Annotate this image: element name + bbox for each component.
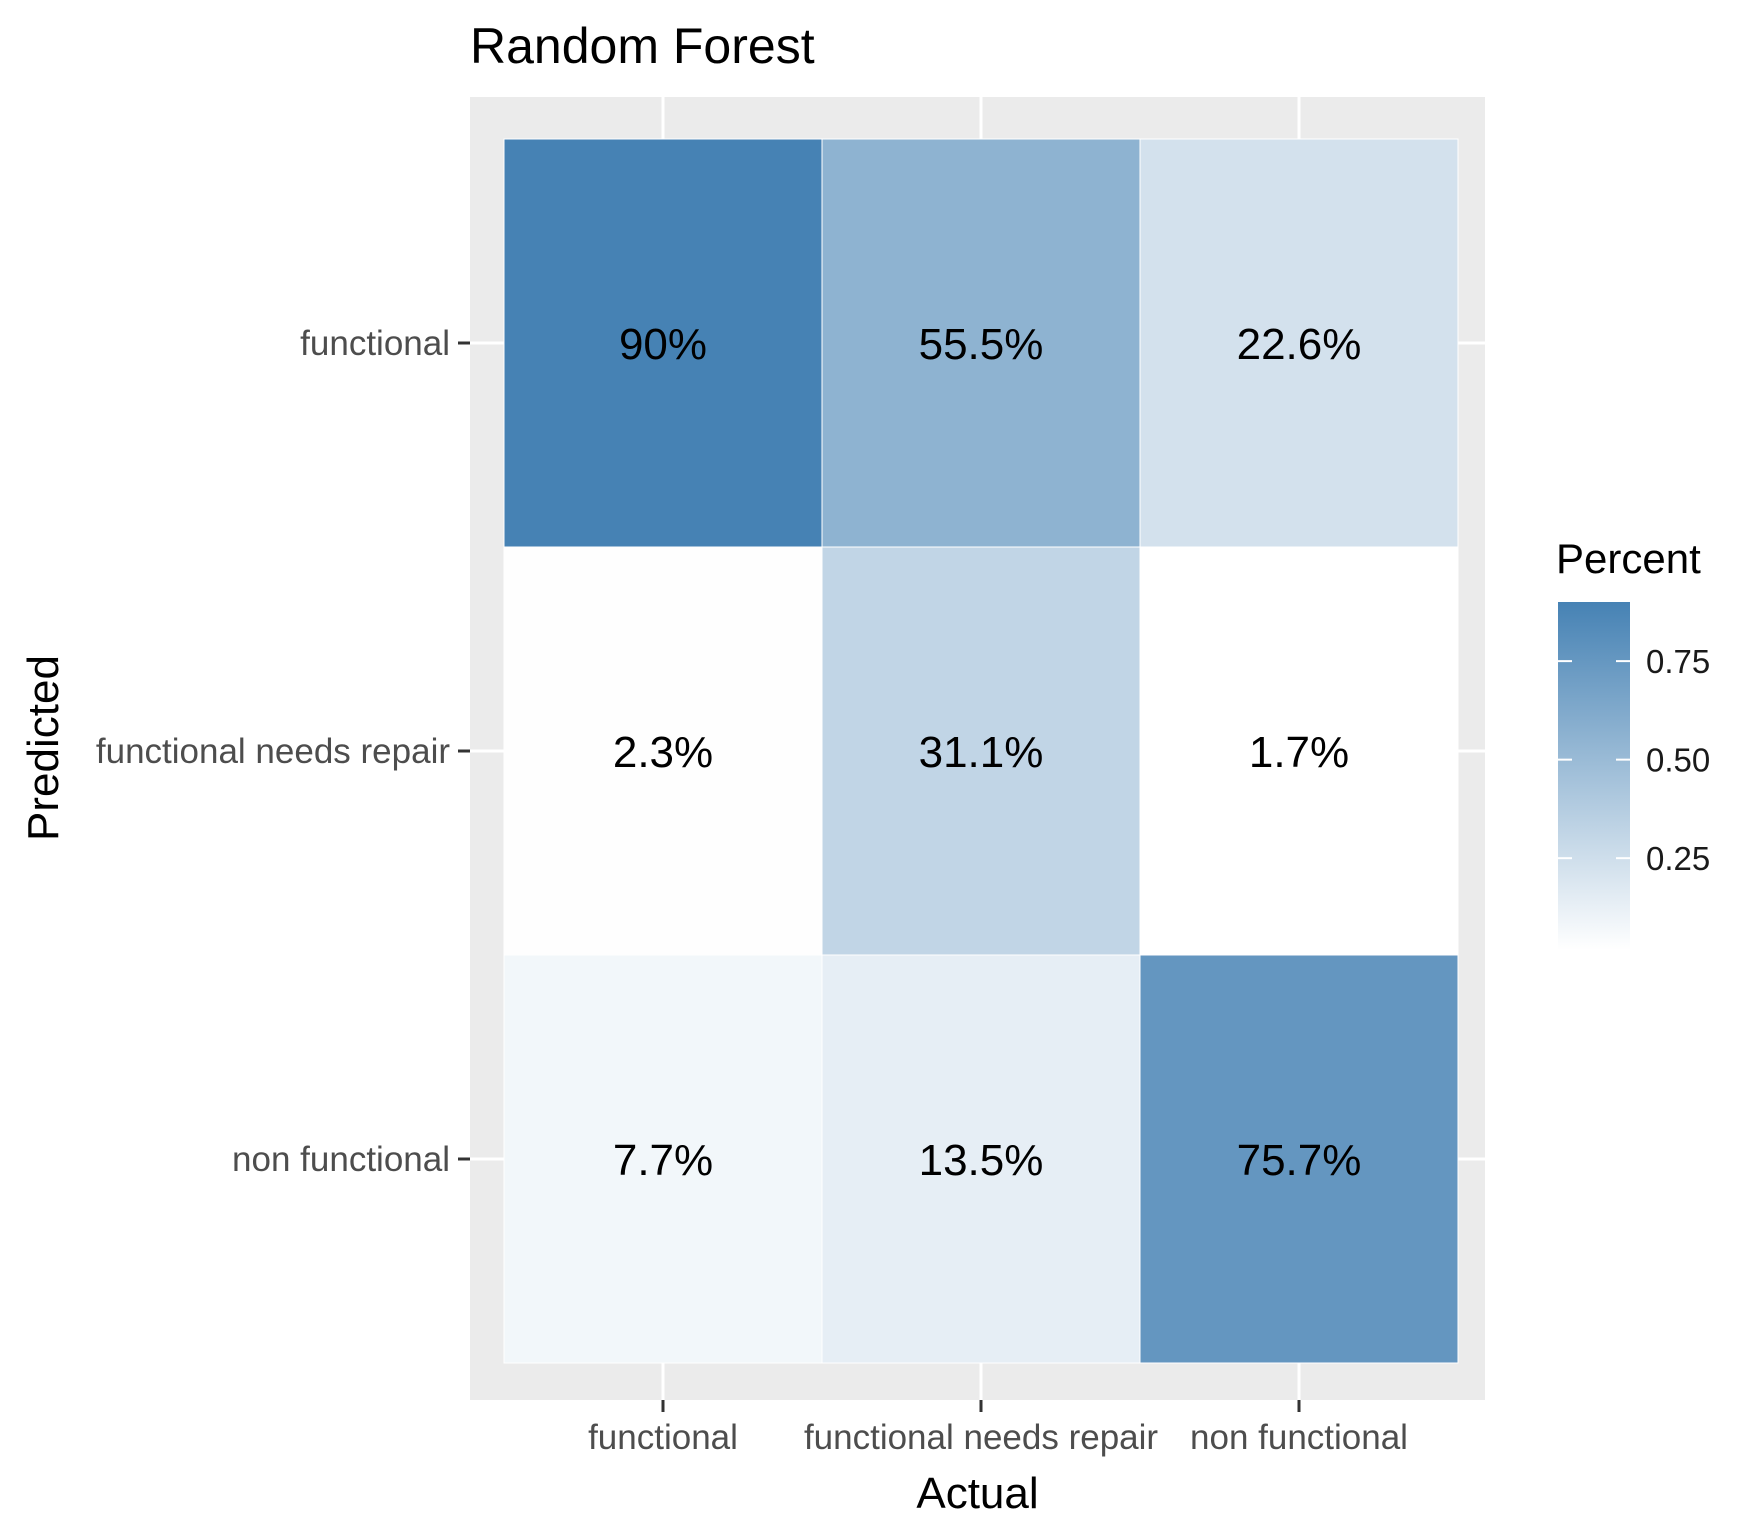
heatmap-cell: [1139, 546, 1459, 956]
cell-value-label: 31.1%: [919, 728, 1044, 777]
y-tick-label: functional: [300, 324, 450, 363]
x-axis: functional functional needs repair non fun…: [588, 1400, 1408, 1457]
cell-labels: 90% 55.5% 22.6% 2.3% 31.1% 1.7% 7.7% 13.5% 75.7%: [613, 320, 1362, 1185]
cell-value-label: 75.7%: [1237, 1136, 1362, 1185]
cell-value-label: 7.7%: [613, 1136, 713, 1185]
y-tick-label: non functional: [232, 1140, 450, 1179]
heatmap-cell: [1139, 138, 1459, 548]
x-axis-title: Actual: [916, 1469, 1038, 1518]
heatmap-cell: [1139, 954, 1459, 1364]
color-legend: Percent 0.25 0.50 0.75: [1556, 535, 1710, 950]
cell-value-label: 90%: [619, 320, 707, 369]
x-tick-label: functional: [588, 1418, 738, 1457]
legend-tick-label: 0.25: [1646, 840, 1710, 877]
heatmap-cell: [503, 546, 823, 956]
legend-ticks: 0.25 0.50 0.75: [1558, 643, 1710, 877]
cell-value-label: 13.5%: [919, 1136, 1044, 1185]
heatmap-cell: [821, 954, 1141, 1364]
x-tick-label: functional needs repair: [804, 1418, 1158, 1457]
cell-value-label: 1.7%: [1249, 728, 1349, 777]
cell-value-label: 2.3%: [613, 728, 713, 777]
legend-tick-label: 0.75: [1646, 643, 1710, 680]
cell-value-label: 55.5%: [919, 320, 1044, 369]
heatmap-cell: [503, 954, 823, 1364]
y-axis: functional functional needs repair non fun…: [96, 324, 470, 1179]
legend-colorbar: [1558, 602, 1630, 950]
legend-tick-label: 0.50: [1646, 742, 1710, 779]
x-tick-label: non functional: [1190, 1418, 1408, 1457]
heatmap-cell: [821, 138, 1141, 548]
heatmap-cell: [821, 546, 1141, 956]
heatmap-cells: [503, 138, 1459, 1364]
y-axis-title: Predicted: [19, 655, 68, 841]
cell-value-label: 22.6%: [1237, 320, 1362, 369]
legend-title: Percent: [1556, 535, 1701, 582]
chart-title: Random Forest: [470, 18, 815, 74]
y-tick-label: functional needs repair: [96, 732, 450, 771]
